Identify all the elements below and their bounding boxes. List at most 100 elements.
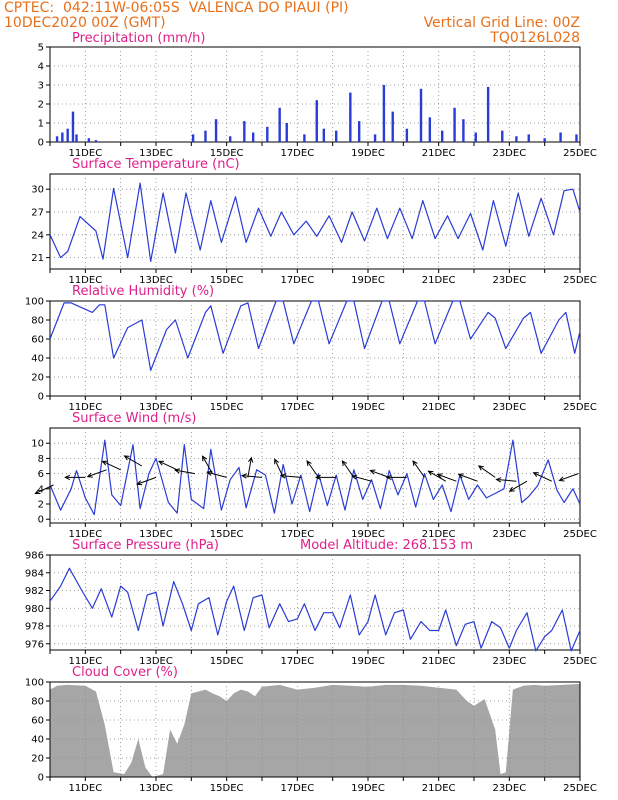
- x-date-label: 21DEC: [422, 402, 456, 413]
- x-date-label: 21DEC: [422, 783, 456, 794]
- precip-bar: [515, 136, 518, 142]
- precip-bar: [373, 134, 377, 142]
- wind-arrow-head: [174, 468, 181, 474]
- precip-bar: [543, 138, 546, 142]
- wind-arrow-head: [558, 476, 565, 482]
- x-date-label: 11DEC: [68, 275, 102, 286]
- precip-bar: [61, 132, 64, 142]
- precip-bar: [315, 100, 318, 142]
- precip-bar: [474, 132, 477, 142]
- panel-title: Surface Wind (m/s): [72, 411, 196, 426]
- wind-arrow-shaft: [280, 475, 301, 478]
- wind-arrow-head: [279, 473, 286, 479]
- panel-frame: [49, 46, 581, 143]
- panel-title: Surface Temperature (nC): [72, 157, 240, 172]
- wind-arrow-head: [477, 465, 484, 471]
- wind-arrow-head: [385, 474, 392, 481]
- wind-arrow-shaft: [274, 459, 284, 478]
- wind-arrow-head: [136, 480, 143, 486]
- y-tick-label: 5: [38, 43, 44, 54]
- y-tick-label: 100: [25, 297, 44, 308]
- wind-arrow-head: [412, 460, 418, 467]
- x-date-label: 15DEC: [210, 783, 244, 794]
- wind-arrow-shaft: [87, 469, 107, 478]
- x-date-label: 13DEC: [139, 529, 173, 540]
- wind-arrow-head: [436, 473, 443, 479]
- precip-bar: [251, 132, 255, 142]
- x-date-label: 17DEC: [280, 656, 314, 667]
- y-tick-label: 2: [38, 100, 44, 111]
- wind-arrow-head: [532, 472, 539, 477]
- precip-bar: [462, 119, 465, 142]
- precip-bar: [349, 92, 352, 142]
- precip-bar: [486, 86, 490, 142]
- x-date-label: 17DEC: [280, 783, 314, 794]
- precip-bar: [94, 140, 98, 142]
- x-date-label: 19DEC: [351, 529, 385, 540]
- wind-arrow-shaft: [428, 470, 446, 482]
- precip-bar: [75, 134, 78, 142]
- precip-bar: [391, 111, 394, 142]
- wind-arrow-head: [457, 473, 464, 479]
- y-tick-label: 4: [38, 62, 44, 73]
- y-tick-label: 60: [31, 716, 44, 727]
- y-tick-label: 982: [25, 586, 44, 597]
- x-date-label: 15DEC: [210, 656, 244, 667]
- header-station: CPTEC: 042:11W-06:05S VALENCA DO PIAUI (…: [4, 0, 349, 16]
- wind-arrow-shaft: [202, 456, 213, 474]
- precip-bar: [419, 88, 423, 142]
- wind-arrow-shaft: [124, 455, 143, 467]
- y-tick-label: 80: [31, 697, 44, 708]
- wind-arrow-shaft: [137, 476, 157, 485]
- wind-arrow-shaft: [175, 469, 195, 475]
- x-date-label: 17DEC: [280, 148, 314, 159]
- precip-bar: [322, 128, 326, 142]
- y-tick-label: 80: [31, 316, 44, 327]
- series-line: [49, 300, 581, 371]
- y-tick-label: 10: [31, 439, 44, 450]
- x-date-label: 21DEC: [422, 275, 456, 286]
- x-date-label: 11DEC: [68, 783, 102, 794]
- x-date-label: 15DEC: [210, 275, 244, 286]
- wind-arrow-shaft: [412, 460, 425, 478]
- precip-bar: [559, 132, 562, 142]
- y-tick-label: 30: [31, 185, 44, 196]
- x-date-label: 19DEC: [351, 275, 385, 286]
- x-date-label: 13DEC: [139, 656, 173, 667]
- y-tick-label: 976: [25, 639, 44, 650]
- y-tick-label: 0: [38, 515, 44, 526]
- series-line: [49, 182, 581, 262]
- x-date-label: 21DEC: [422, 148, 456, 159]
- precip-bar: [214, 119, 218, 142]
- wind-arrow-shaft: [478, 465, 496, 478]
- y-tick-label: 21: [31, 253, 44, 264]
- panel-title: Precipitation (mm/h): [72, 31, 205, 46]
- wind-arrow-head: [201, 455, 207, 462]
- header-datetime: 10DEC2020 00Z (GMT): [4, 15, 166, 31]
- x-date-label: 11DEC: [68, 656, 102, 667]
- panel-title: Cloud Cover (%): [72, 665, 178, 680]
- y-tick-label: 20: [31, 373, 44, 384]
- precip-bar: [204, 130, 207, 142]
- panel-frame: [49, 681, 581, 778]
- x-date-label: 25DEC: [563, 656, 597, 667]
- precip-bar: [285, 123, 288, 142]
- header-grid-note: Vertical Grid Line: 00Z: [423, 15, 580, 31]
- precip-bar: [357, 121, 361, 142]
- wind-arrow-head: [101, 460, 108, 466]
- x-date-label: 23DEC: [492, 656, 526, 667]
- y-tick-label: 1: [38, 119, 44, 130]
- header-model-id: TQ0126L028: [490, 30, 580, 46]
- x-date-label: 17DEC: [280, 529, 314, 540]
- x-date-label: 11DEC: [68, 529, 102, 540]
- wind-arrow-head: [64, 474, 71, 481]
- x-date-label: 19DEC: [351, 402, 385, 413]
- x-date-label: 13DEC: [139, 783, 173, 794]
- x-date-label: 13DEC: [139, 275, 173, 286]
- precip-bar: [303, 134, 306, 142]
- wind-arrow-head: [315, 474, 321, 481]
- x-date-label: 25DEC: [563, 402, 597, 413]
- precip-bar: [527, 134, 530, 142]
- y-tick-label: 27: [31, 208, 44, 219]
- wind-arrow-shaft: [341, 460, 355, 478]
